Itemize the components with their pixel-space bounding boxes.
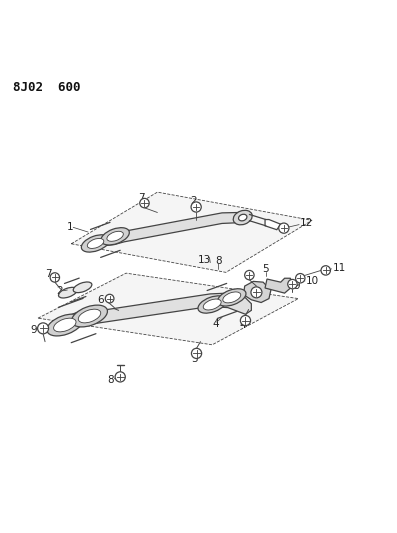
Ellipse shape bbox=[105, 294, 114, 303]
Text: 2: 2 bbox=[190, 196, 197, 206]
Ellipse shape bbox=[288, 279, 297, 289]
Text: 8: 8 bbox=[215, 256, 222, 266]
Ellipse shape bbox=[81, 235, 110, 252]
Polygon shape bbox=[38, 273, 298, 345]
Ellipse shape bbox=[279, 223, 289, 233]
Ellipse shape bbox=[203, 299, 221, 310]
Polygon shape bbox=[60, 293, 251, 328]
Polygon shape bbox=[71, 192, 312, 272]
Text: 9: 9 bbox=[294, 281, 301, 292]
Ellipse shape bbox=[58, 287, 77, 298]
Ellipse shape bbox=[191, 202, 201, 212]
Text: 4: 4 bbox=[212, 319, 219, 329]
Ellipse shape bbox=[191, 348, 202, 359]
Polygon shape bbox=[265, 278, 291, 293]
Ellipse shape bbox=[47, 314, 83, 336]
Text: 7: 7 bbox=[139, 192, 145, 203]
Text: 8J02  600: 8J02 600 bbox=[13, 80, 80, 94]
Text: 2: 2 bbox=[56, 286, 63, 296]
Ellipse shape bbox=[296, 273, 305, 283]
Ellipse shape bbox=[54, 318, 76, 332]
Ellipse shape bbox=[239, 214, 247, 221]
Ellipse shape bbox=[140, 198, 149, 208]
Text: 12: 12 bbox=[300, 219, 314, 229]
Ellipse shape bbox=[223, 292, 241, 303]
Text: 1: 1 bbox=[67, 222, 73, 231]
Ellipse shape bbox=[107, 231, 123, 241]
Ellipse shape bbox=[73, 282, 92, 293]
Text: 8: 8 bbox=[107, 375, 114, 385]
Text: 5: 5 bbox=[262, 264, 269, 274]
Ellipse shape bbox=[71, 305, 108, 327]
Ellipse shape bbox=[78, 309, 101, 323]
Ellipse shape bbox=[50, 273, 60, 282]
Text: 13: 13 bbox=[198, 255, 211, 265]
Ellipse shape bbox=[87, 238, 104, 248]
Ellipse shape bbox=[115, 372, 125, 382]
Ellipse shape bbox=[245, 270, 254, 280]
Ellipse shape bbox=[198, 296, 226, 313]
Text: 9: 9 bbox=[31, 325, 37, 335]
Text: 4: 4 bbox=[240, 320, 247, 330]
Ellipse shape bbox=[233, 211, 252, 225]
Polygon shape bbox=[243, 281, 271, 303]
Polygon shape bbox=[265, 220, 281, 230]
Text: 7: 7 bbox=[45, 269, 52, 279]
Ellipse shape bbox=[241, 316, 251, 326]
Text: 6: 6 bbox=[97, 295, 104, 305]
Text: 11: 11 bbox=[332, 263, 346, 273]
Ellipse shape bbox=[251, 287, 262, 298]
Ellipse shape bbox=[38, 323, 48, 334]
Polygon shape bbox=[95, 213, 245, 246]
Ellipse shape bbox=[321, 266, 330, 275]
Ellipse shape bbox=[101, 228, 129, 245]
Text: 10: 10 bbox=[305, 276, 318, 286]
Ellipse shape bbox=[218, 289, 246, 306]
Text: 3: 3 bbox=[191, 354, 198, 364]
